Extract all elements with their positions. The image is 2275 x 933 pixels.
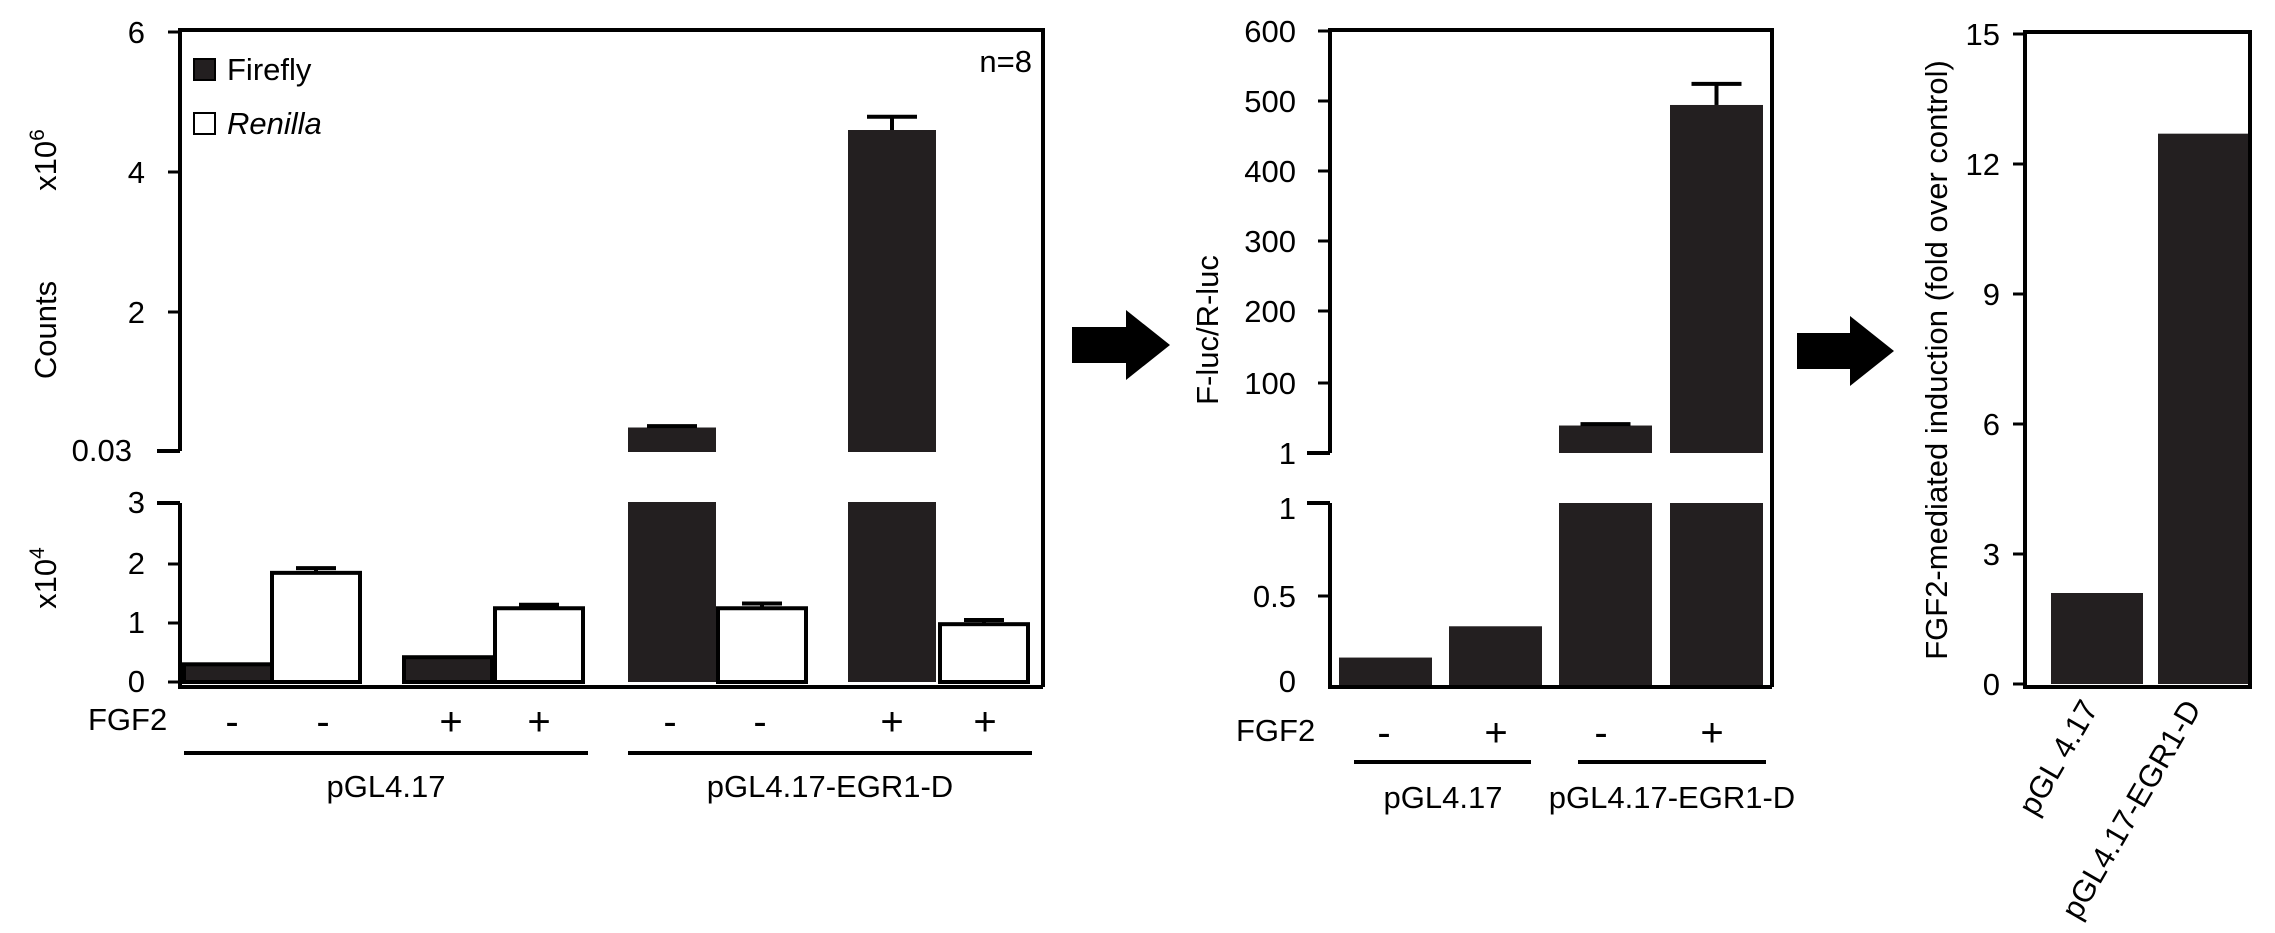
group-label: pGL4.17 xyxy=(1384,780,1503,815)
bar-firefly xyxy=(182,662,274,684)
group-label: pGL4.17-EGR1-D xyxy=(707,769,953,804)
panel-ratio: 600 500 400 300 200 100 1 1 0.5 0 F-luc/… xyxy=(1190,14,1795,815)
tick-label-upper: 2 xyxy=(128,295,145,330)
tick-label-upper: 1 xyxy=(1279,436,1296,471)
factor-label: FGF2 xyxy=(1236,713,1315,748)
tick-label-upper: 4 xyxy=(128,155,145,190)
tick-label-lower: 2 xyxy=(128,546,145,581)
bars-ratio xyxy=(1339,81,1763,687)
fgf2-sign: - xyxy=(316,700,329,744)
factor-label: FGF2 xyxy=(88,702,167,737)
bar-ratio-upper xyxy=(1670,104,1763,453)
arrow-icon xyxy=(1072,310,1170,380)
bar-firefly xyxy=(402,655,494,684)
bar-renilla xyxy=(716,606,808,684)
fgf2-sign: + xyxy=(1700,711,1723,755)
bar-renilla xyxy=(493,606,585,684)
panel-induction: 15 12 9 6 3 0 FGF2-mediated induction (f… xyxy=(1919,17,2252,925)
group-label: pGL4.17 xyxy=(327,769,446,804)
tick-label-lower: 0.5 xyxy=(1253,579,1296,614)
fgf2-sign: + xyxy=(880,700,903,744)
tick-label-upper: 500 xyxy=(1244,84,1296,119)
tick-label-upper: 200 xyxy=(1244,294,1296,329)
group-label: pGL4.17-EGR1-D xyxy=(1549,780,1795,815)
legend-swatch-renilla xyxy=(193,112,216,135)
legend-label-renilla: Renilla xyxy=(227,106,322,141)
fgf2-sign: - xyxy=(663,700,676,744)
tick-label-lower: 1 xyxy=(1279,491,1296,526)
axis-induction xyxy=(2023,30,2252,689)
fgf2-sign: - xyxy=(1377,711,1390,755)
fgf2-sign: + xyxy=(439,700,462,744)
tick-label-lower: 3 xyxy=(128,485,145,520)
axis-counts-upper xyxy=(178,28,1045,687)
tick-label-upper: 400 xyxy=(1244,154,1296,189)
bar-ratio-lower xyxy=(1670,503,1763,687)
tick-label-lower: 1 xyxy=(128,605,145,640)
tick-label-upper: 0.03 xyxy=(72,433,132,468)
tick-label-upper: 6 xyxy=(128,15,145,50)
tick-label-upper: 600 xyxy=(1244,14,1296,49)
fgf2-sign: - xyxy=(753,700,766,744)
fgf2-sign: - xyxy=(1594,711,1607,755)
bar-ratio xyxy=(1449,626,1542,687)
tick-label: 6 xyxy=(1983,407,2000,442)
bar-renilla xyxy=(270,570,362,684)
fgf2-sign: + xyxy=(1484,711,1507,755)
bars-counts xyxy=(182,114,1030,684)
bar-firefly-lower xyxy=(628,502,716,682)
tick-label-lower: 0 xyxy=(128,664,145,699)
multiplier-lower: x104 xyxy=(26,547,63,609)
bar-firefly-lower xyxy=(848,502,936,682)
bar-induction xyxy=(2158,133,2250,684)
bar-firefly-upper xyxy=(848,130,936,452)
y-axis-label-ratio: F-luc/R-luc xyxy=(1190,255,1225,405)
axis-break-ratio xyxy=(1307,451,1330,505)
tick-label: 3 xyxy=(1983,537,2000,572)
panel-counts: 6 4 2 0.03 3 2 1 0 x106 Counts x104 Fire… xyxy=(26,15,1045,804)
bar-ratio-upper xyxy=(1559,425,1652,453)
tick-label-upper: 300 xyxy=(1244,224,1296,259)
bar-renilla xyxy=(938,622,1030,684)
bar-induction xyxy=(2051,593,2143,684)
fgf2-sign: - xyxy=(225,700,238,744)
bar-ratio xyxy=(1339,657,1432,687)
arrow-icon xyxy=(1797,316,1894,386)
category-label: pGL 4.17 xyxy=(2012,694,2106,821)
tick-label: 12 xyxy=(1966,147,2000,182)
bar-ratio-lower xyxy=(1559,503,1652,687)
tick-label: 15 xyxy=(1966,17,2000,52)
legend-label-firefly: Firefly xyxy=(227,52,312,87)
tick-label: 9 xyxy=(1983,277,2000,312)
bars-induction xyxy=(2051,133,2250,684)
bar-firefly-upper xyxy=(628,427,716,452)
fgf2-sign: + xyxy=(973,700,996,744)
y-axis-label-counts: Counts xyxy=(28,281,63,379)
fgf2-sign: + xyxy=(527,700,550,744)
annotation-n: n=8 xyxy=(979,44,1032,79)
axis-break-counts xyxy=(157,449,180,505)
axis-ratio-lower xyxy=(1328,503,1772,689)
tick-label-lower: 0 xyxy=(1279,664,1296,699)
tick-label-upper: 100 xyxy=(1244,366,1296,401)
y-axis-label-induction: FGF2-mediated induction (fold over contr… xyxy=(1919,60,1954,660)
legend-swatch-firefly xyxy=(193,58,216,81)
multiplier-upper: x106 xyxy=(26,129,63,191)
tick-label: 0 xyxy=(1983,667,2000,702)
